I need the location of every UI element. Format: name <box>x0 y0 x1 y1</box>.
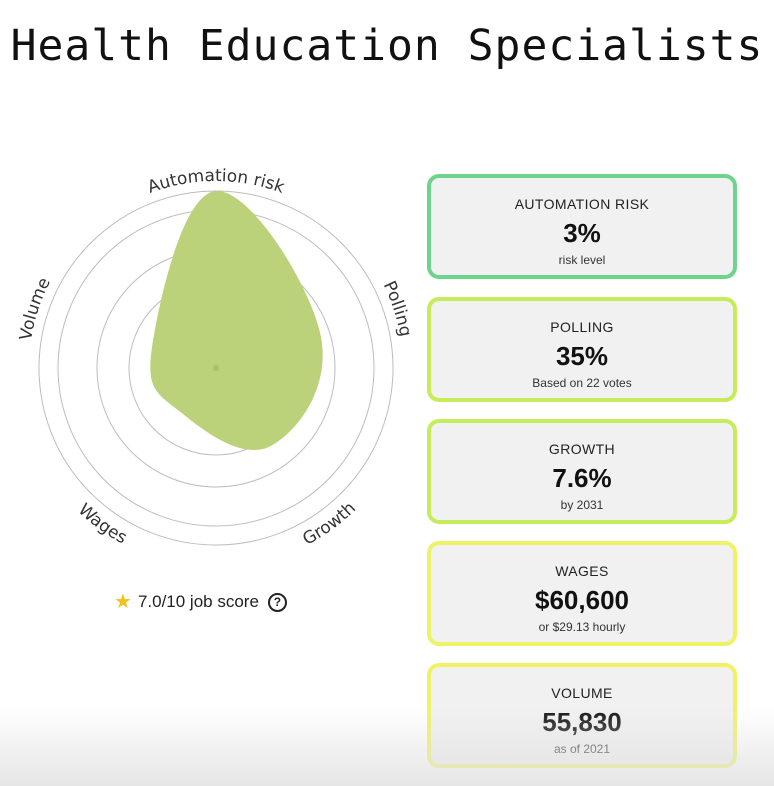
card-sub: by 2031 <box>560 498 604 512</box>
card-label: WAGES <box>555 563 609 579</box>
card-sub: risk level <box>558 253 606 267</box>
radar-center-dot <box>213 365 219 371</box>
question-circle-icon[interactable]: ? <box>267 592 287 612</box>
card-value: 3% <box>563 218 601 248</box>
card-sub: Based on 22 votes <box>532 376 632 390</box>
page-title: Health Education Specialists <box>10 21 764 71</box>
card-sub: or $29.13 hourly <box>538 620 626 634</box>
radar-axis-label: Growth <box>300 498 360 549</box>
card-value: $60,600 <box>535 585 629 615</box>
card-label: POLLING <box>550 319 614 335</box>
radar-chart: Automation riskPollingGrowthWagesVolume <box>16 166 410 550</box>
star-icon: ★ <box>114 591 132 613</box>
radar-axis-label: Wages <box>74 500 130 549</box>
card-label: VOLUME <box>551 685 613 701</box>
card-wages: WAGES $60,600 or $29.13 hourly <box>427 541 737 646</box>
card-automation-risk: AUTOMATION RISK 3% risk level <box>427 174 737 279</box>
job-score: ★ 7.0/10 job score ? <box>114 592 287 612</box>
radar-series-shape <box>150 190 323 451</box>
card-value: 55,830 <box>542 707 622 737</box>
job-score-text: 7.0/10 job score <box>137 592 259 611</box>
card-growth: GROWTH 7.6% by 2031 <box>427 419 737 524</box>
card-label: AUTOMATION RISK <box>514 196 650 212</box>
card-value: 7.6% <box>552 463 612 493</box>
card-polling: POLLING 35% Based on 22 votes <box>427 297 737 402</box>
card-label: GROWTH <box>548 441 616 457</box>
card-value: 35% <box>555 341 609 371</box>
card-sub: as of 2021 <box>553 742 611 756</box>
radar-axis-label: Polling <box>379 278 410 338</box>
card-volume: VOLUME 55,830 as of 2021 <box>427 663 737 768</box>
